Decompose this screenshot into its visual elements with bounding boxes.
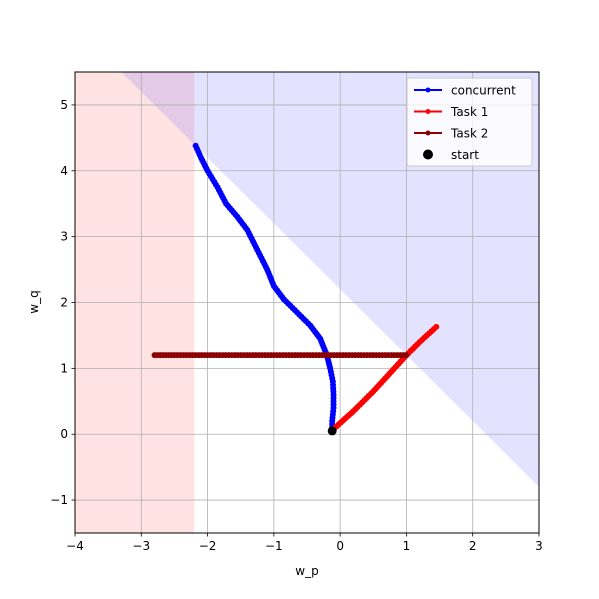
legend-item: Task 1 xyxy=(414,105,488,119)
legend-label: start xyxy=(451,148,479,162)
x-axis-label: w_p xyxy=(295,564,318,578)
x-tick-label: 2 xyxy=(469,539,477,553)
y-tick-label: 4 xyxy=(60,164,68,178)
x-tick-label: −1 xyxy=(265,539,283,553)
y-axis-label: w_q xyxy=(27,290,41,313)
start-point xyxy=(327,426,337,436)
legend-marker xyxy=(425,130,431,136)
legend-marker xyxy=(425,87,431,93)
series-layer xyxy=(151,142,440,436)
x-tick-label: 3 xyxy=(535,539,543,553)
series-point xyxy=(433,323,440,330)
legend-marker xyxy=(423,149,433,160)
legend-item: concurrent xyxy=(414,84,516,98)
region-blue xyxy=(121,72,539,487)
series-point xyxy=(151,352,158,359)
series-task-1 xyxy=(329,323,440,434)
legend-box xyxy=(406,77,533,167)
y-tick-label: 5 xyxy=(60,98,68,112)
legend: concurrent Task 1 Task 2 start xyxy=(406,77,533,167)
x-tick-label: −2 xyxy=(199,539,217,553)
legend-item: start xyxy=(423,148,479,162)
x-tick-label: 0 xyxy=(336,539,344,553)
y-tick-label: 1 xyxy=(60,361,68,375)
legend-label: concurrent xyxy=(451,84,516,98)
x-axis-ticks: −4 −3 −2 −1 0 1 2 3 xyxy=(66,533,543,553)
x-tick-label: −4 xyxy=(66,539,84,553)
y-tick-label: −1 xyxy=(50,493,68,507)
y-tick-label: 3 xyxy=(60,230,68,244)
legend-label: Task 1 xyxy=(450,105,488,119)
y-axis-ticks: −1 0 1 2 3 4 5 xyxy=(50,98,75,507)
series-task-2 xyxy=(151,352,410,359)
legend-label: Task 2 xyxy=(450,127,488,141)
x-tick-label: 1 xyxy=(403,539,411,553)
legend-item: Task 2 xyxy=(414,127,488,141)
y-tick-label: 0 xyxy=(60,427,68,441)
y-tick-label: 2 xyxy=(60,296,68,310)
series-point xyxy=(192,142,199,149)
x-tick-label: −3 xyxy=(132,539,150,553)
legend-marker xyxy=(425,109,431,114)
